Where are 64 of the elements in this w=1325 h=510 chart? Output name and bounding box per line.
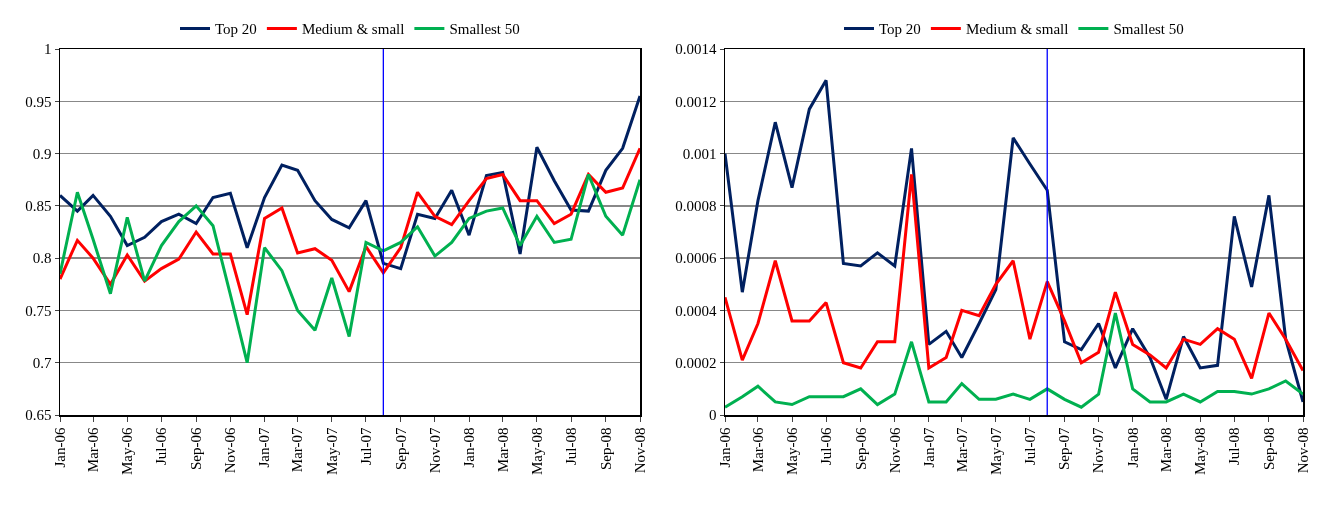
y-tick-label: 0.0014 (675, 41, 717, 58)
x-tick-label: Nov-08 (631, 427, 648, 474)
y-tick-label: 0.001 (682, 145, 717, 162)
x-tick-label: Mar-06 (84, 427, 101, 473)
y-tick-label: 0.0004 (675, 302, 717, 319)
x-tick-label: Jan-06 (51, 427, 68, 468)
x-tick-label: Sep-06 (188, 427, 205, 470)
x-tick-label: May-08 (1192, 427, 1209, 475)
x-tick-label: Jul-08 (1226, 427, 1243, 465)
x-tick-label: Nov-06 (886, 427, 903, 474)
legend-label: Top 20 (215, 21, 257, 38)
x-tick-label: Nov-06 (222, 427, 239, 474)
y-tick-label: 0.0012 (675, 93, 717, 110)
x-tick-label: Mar-07 (289, 427, 306, 473)
x-tick-label: Mar-08 (1158, 427, 1175, 473)
y-tick-label: 0.65 (25, 407, 52, 424)
legend-label: Smallest 50 (1113, 21, 1184, 38)
line-series (725, 78, 1303, 404)
x-tick-label: Jul-07 (357, 427, 374, 465)
y-tick-label: 0.7 (32, 354, 52, 371)
y-tick-label: 0.0008 (675, 198, 717, 215)
line-series (60, 146, 640, 317)
x-tick-label: Jan-08 (1124, 427, 1141, 468)
x-tick-label: Mar-07 (953, 427, 970, 473)
x-tick-label: Jan-08 (460, 427, 477, 468)
y-tick-label: 0.95 (25, 93, 52, 110)
x-tick-label: Jul-06 (153, 427, 170, 465)
x-tick-label: May-07 (323, 427, 340, 475)
x-tick-label: May-06 (119, 427, 136, 475)
x-tick-label: Mar-06 (749, 427, 766, 473)
x-tick-label: Jul-06 (817, 427, 834, 465)
y-tick-label: 0.0006 (675, 250, 717, 267)
legend-label: Medium & small (301, 21, 405, 38)
line-series (60, 94, 640, 271)
line-series (725, 172, 1303, 380)
y-tick-label: 0.85 (25, 198, 52, 215)
x-tick-label: Sep-06 (852, 427, 869, 470)
x-tick-label: May-08 (528, 427, 545, 475)
x-tick-label: Sep-07 (1056, 427, 1073, 470)
x-tick-label: Mar-08 (494, 427, 511, 473)
x-tick-label: Sep-07 (392, 427, 409, 470)
y-tick-label: 1 (44, 41, 52, 58)
y-tick-label: 0.75 (25, 302, 52, 319)
line-series (60, 172, 640, 365)
legend-label: Medium & small (965, 21, 1069, 38)
x-tick-label: Sep-08 (1260, 427, 1277, 470)
x-tick-label: Jan-06 (716, 427, 733, 468)
legend-label: Top 20 (879, 21, 921, 38)
x-tick-label: May-06 (783, 427, 800, 475)
y-tick-label: 0 (709, 407, 717, 424)
y-tick-label: 0.8 (32, 250, 52, 267)
legend-label: Smallest 50 (449, 21, 520, 38)
line-series (725, 311, 1303, 409)
x-tick-label: Nov-08 (1294, 427, 1311, 474)
y-tick-label: 0.9 (32, 145, 52, 162)
x-tick-label: Jan-07 (920, 427, 937, 468)
y-tick-label: 0.0002 (675, 354, 717, 371)
x-tick-label: Jan-07 (256, 427, 273, 468)
x-tick-label: May-07 (987, 427, 1004, 475)
x-tick-label: Nov-07 (1090, 427, 1107, 474)
x-tick-label: Nov-07 (426, 427, 443, 474)
x-tick-label: Jul-07 (1021, 427, 1038, 465)
x-tick-label: Sep-08 (597, 427, 614, 470)
x-tick-label: Jul-08 (562, 427, 579, 465)
